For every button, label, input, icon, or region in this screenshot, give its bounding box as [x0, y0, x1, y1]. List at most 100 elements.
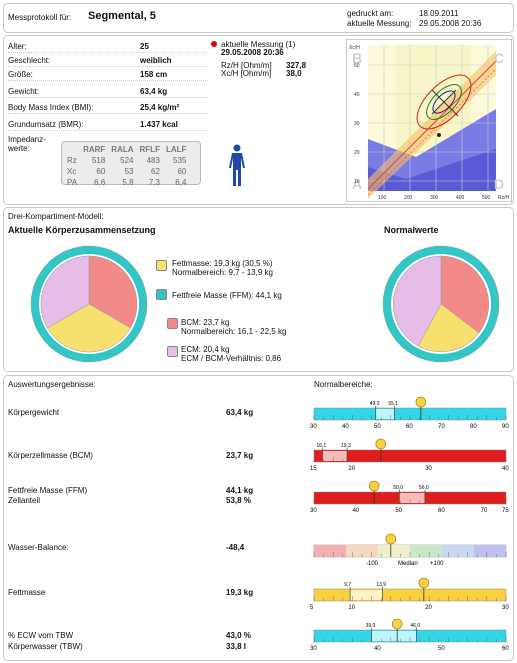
scale-tick-label: 15 — [310, 466, 317, 472]
graph-axis-line — [431, 89, 457, 115]
cell: PA — [67, 178, 78, 187]
scale-segment — [378, 545, 410, 557]
cell: 60 — [177, 167, 187, 176]
scale-segment — [346, 545, 378, 557]
scale-tick-label: 30 — [425, 466, 432, 472]
y-tick: 20 — [354, 150, 360, 156]
normal-range-scale: 16,1 19,3 15 20 30 40 — [310, 438, 509, 472]
legend-swatch-ffm — [156, 289, 167, 300]
legend-ecm-line1: ECM: 20,4 kg — [181, 345, 230, 354]
col-header — [64, 144, 80, 155]
compartment-label: Drei-Kompartiment-Modell: — [8, 212, 104, 221]
measurement-marker-icon — [211, 41, 217, 47]
x-tick: 200 — [404, 195, 413, 201]
scale-tick-label: 70 — [438, 424, 445, 430]
smiley-icon — [385, 533, 397, 545]
current-label: aktuelle Messung: — [347, 19, 412, 28]
x-tick: 300 — [430, 195, 439, 201]
cell: 518 — [91, 156, 106, 165]
scale-range-label: 13,9 — [376, 582, 386, 588]
result-label-weight: Körpergewicht — [8, 408, 60, 417]
scale-tick-label: 40 — [342, 424, 349, 430]
scale-tick-label: 10 — [348, 605, 355, 611]
normal-range-scale: -100 Median +100 — [313, 533, 507, 567]
impedance-label-2: werte: — [8, 144, 30, 153]
scale-tick-label: 5 — [310, 605, 314, 611]
row-label-weight: Gewicht: — [8, 87, 40, 96]
rz-label: Rz/H [Ohm/m] — [221, 61, 272, 70]
smiley-icon — [418, 577, 430, 589]
compartment-box: Drei-Kompartiment-Modell: Aktuelle Körpe… — [3, 207, 514, 372]
scale-tick-label: 75 — [502, 508, 509, 514]
scale-tick-label: 30 — [310, 508, 317, 514]
result-value-fat: 19,3 kg — [226, 588, 254, 597]
scale-segment — [314, 545, 346, 557]
cell: 524 — [120, 156, 134, 165]
scale-range-label: 49,3 — [370, 401, 380, 407]
divider — [8, 130, 208, 131]
cell: Xc — [67, 167, 77, 176]
result-label-ecw: % ECW vom TBW — [8, 631, 74, 640]
normal-range-scale: 9,7 13,9 5 10 20 30 — [310, 577, 509, 611]
normal-range-label: Normalbereiche: — [314, 380, 373, 389]
cell: 7,3 — [148, 178, 160, 187]
legend-bcm-line1: BCM: 23,7 kg — [181, 318, 230, 327]
scale-tick-label: 30 — [310, 646, 317, 652]
row-value-bmr: 1.437 kcal — [140, 120, 178, 129]
row-label-age: Alter: — [8, 42, 27, 51]
row-value-height: 158 cm — [140, 70, 168, 79]
corner-c: C — [494, 50, 504, 66]
divider — [8, 52, 208, 53]
row-label-bmi: Body Mass Index (BMI): — [8, 103, 94, 112]
printed-date: 18.09.2011 — [419, 9, 459, 18]
scale-tick-label: 60 — [502, 646, 509, 652]
scale-normal-range — [322, 451, 348, 461]
cell: 5,8 — [122, 178, 134, 187]
normal-values-title: Normalwerte — [384, 225, 439, 235]
legend-ecm-line2: ECM / BCM-Verhältnis: 0,86 — [181, 354, 282, 363]
scale-tick-label: 70 — [481, 508, 488, 514]
patient-box: Alter: 25 Geschlecht: weiblich Größe: 15… — [3, 35, 514, 205]
printed-label: gedruckt am: — [347, 9, 394, 18]
current-composition-pie — [30, 245, 148, 363]
result-label-ffm: Fettfreie Masse (FFM) — [8, 486, 88, 495]
body-figure-icon — [229, 144, 245, 186]
xc-value: 38,0 — [286, 69, 302, 78]
result-value-water-balance: -48,4 — [226, 543, 245, 552]
col-header: LALF — [165, 145, 187, 154]
rz-value: 327,8 — [286, 61, 307, 70]
result-value-bcm: 23,7 kg — [226, 451, 254, 460]
normal-range-scale: 49,3 55,1 30 40 50 60 70 80 90 — [310, 396, 509, 430]
table-row: Xc 60 53 62 60 — [64, 166, 189, 177]
y-tick: 30 — [354, 121, 360, 127]
scale-segment — [474, 545, 506, 557]
scale-tick-label: 50 — [374, 424, 381, 430]
cell: 60 — [96, 167, 106, 176]
scale-tick-label: 30 — [502, 605, 509, 611]
divider — [8, 66, 208, 67]
col-header: RARF — [83, 145, 106, 154]
cell: 6,4 — [175, 178, 187, 187]
result-label-fat: Fettmasse — [8, 588, 46, 597]
scale-normal-range — [399, 493, 425, 503]
graph-zone-blue-dark — [368, 149, 496, 191]
result-value-tbw: 33,8 l — [226, 642, 247, 651]
scale-tick-label: 20 — [425, 605, 432, 611]
result-label-water-balance: Wasser-Balance: — [8, 543, 69, 552]
corner-b: B — [352, 50, 362, 66]
result-label-tbw: Körperwasser (TBW) — [8, 642, 83, 651]
scale-tick-label: 50 — [395, 508, 402, 514]
scale-tick-label: 20 — [348, 466, 355, 472]
result-value-weight: 63,4 kg — [226, 408, 254, 417]
y-tick: 10 — [354, 179, 360, 185]
legend-fat-line2: Normalbereich: 9,7 - 13,9 kg — [172, 268, 273, 277]
x-tick: 400 — [456, 195, 465, 201]
legend-ffm-line1: Fettfreie Masse (FFM): 44,1 kg — [172, 291, 282, 300]
row-value-weight: 63,4 kg — [140, 87, 168, 96]
normal-values-pie — [382, 245, 500, 363]
row-label-sex: Geschlecht: — [8, 56, 51, 65]
divider — [8, 80, 208, 81]
legend-swatch-ecm — [167, 346, 178, 357]
row-value-bmi: 25,4 kg/m² — [140, 103, 180, 112]
impedance-table: RARF RALA RFLF LALF Rz 518 524 483 535 X… — [64, 144, 189, 188]
